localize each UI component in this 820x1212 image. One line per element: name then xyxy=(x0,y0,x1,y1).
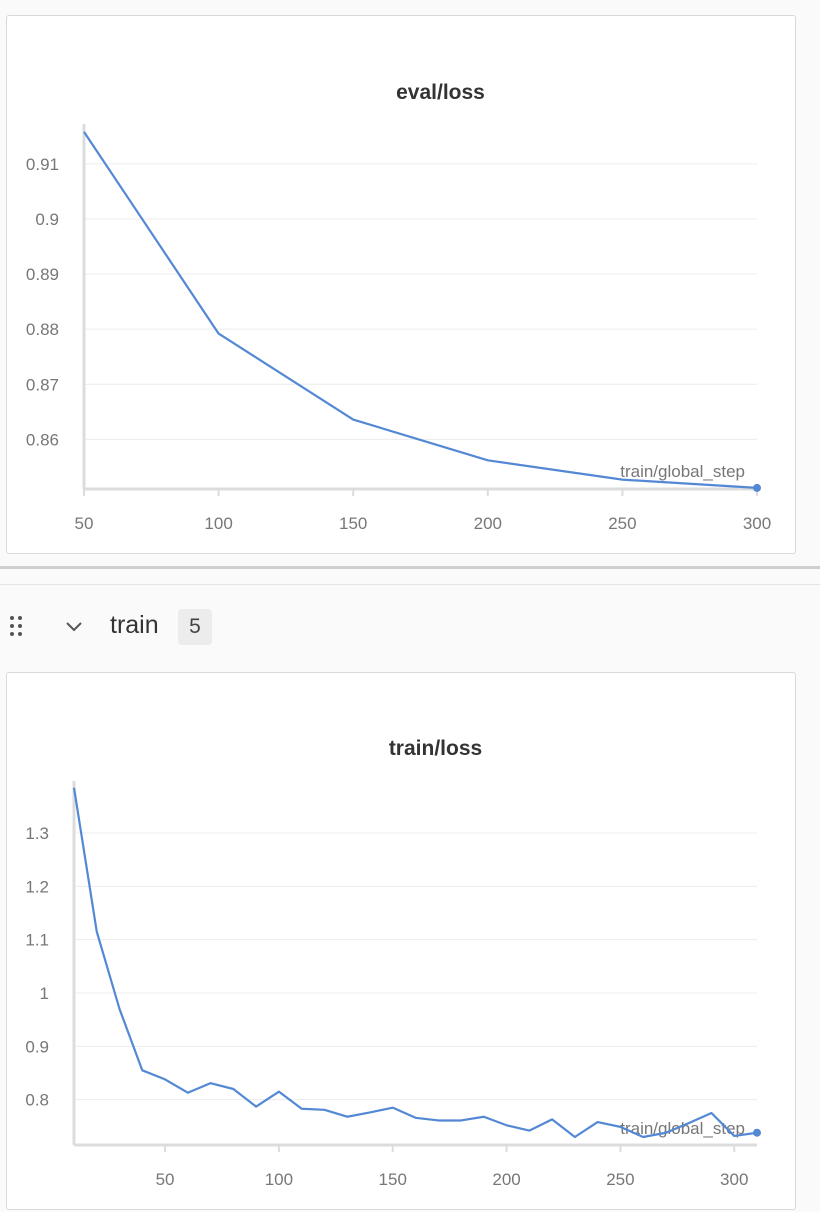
section-title[interactable]: train xyxy=(110,611,159,639)
divider-line xyxy=(0,584,820,585)
eval-loss-panel: eval/loss 0.86 0.87 0.88 0.89 0.9 0.91 50 100 150… xyxy=(6,15,796,554)
section-divider[interactable] xyxy=(0,566,820,569)
chart-0-y-tick-label: 0.88 xyxy=(26,320,59,339)
train-loss-panel: train/loss 0.8 0.9 1 1.1 1.2 1.3 50 100 150 200 250… xyxy=(6,672,796,1210)
chart-1-x-tick-label: 250 xyxy=(606,1170,634,1189)
chart-1-y-tick-label: 0.8 xyxy=(25,1091,49,1110)
chart-1-x-tick-label: 150 xyxy=(379,1170,407,1189)
chart-1-x-axis-label: train/global_step xyxy=(620,1119,745,1138)
section-header: train 5 xyxy=(0,604,820,648)
chart-1-y-tick-label: 1.3 xyxy=(25,824,49,843)
chart-1-y-tick-label: 1.2 xyxy=(25,877,49,896)
chart-1-last-point[interactable] xyxy=(753,1128,761,1137)
chart-0-title: eval/loss xyxy=(396,81,485,104)
chart-0-y-tick-label: 0.86 xyxy=(26,430,59,449)
chart-1-y-tick-label: 0.9 xyxy=(25,1037,49,1056)
chart-1-x-tick-label: 100 xyxy=(265,1170,293,1189)
chart-1-y-tick-label: 1.1 xyxy=(25,931,49,950)
chart-0-y-tick-label: 0.89 xyxy=(26,265,59,284)
chart-1-x-tick-label: 200 xyxy=(492,1170,520,1189)
chart-0-x-tick-label: 250 xyxy=(608,514,636,533)
chart-0-last-point[interactable] xyxy=(753,483,761,492)
chart-0-x-tick-label: 150 xyxy=(339,514,367,533)
chart-0-y-tick-label: 0.9 xyxy=(35,210,59,229)
train-loss-chart: train/loss 0.8 0.9 1 1.1 1.2 1.3 50 100 150 200 250… xyxy=(25,737,761,1189)
chart-0-series-line xyxy=(83,131,758,489)
chart-0-y-tick-label: 0.87 xyxy=(26,375,59,394)
chart-1-x-tick-label: 50 xyxy=(156,1170,175,1189)
chart-1-x-tick-label: 300 xyxy=(720,1170,748,1189)
chart-0-x-tick-label: 300 xyxy=(743,514,771,533)
chart-0-x-tick-label: 200 xyxy=(474,514,502,533)
chevron-down-icon[interactable] xyxy=(62,612,86,640)
chart-1-series-line xyxy=(72,787,758,1139)
section-count-badge: 5 xyxy=(178,609,212,645)
chart-0-y-tick-label: 0.91 xyxy=(26,155,59,174)
chart-0-x-axis-label: train/global_step xyxy=(620,462,745,481)
chart-0-x-tick-label: 100 xyxy=(204,514,232,533)
drag-handle-icon[interactable] xyxy=(10,616,28,638)
chart-0-x-tick-label: 50 xyxy=(75,514,94,533)
eval-loss-chart: eval/loss 0.86 0.87 0.88 0.89 0.9 0.91 50 100 150… xyxy=(26,81,771,533)
chart-1-y-tick-label: 1 xyxy=(40,984,49,1003)
chart-1-title: train/loss xyxy=(389,737,482,760)
